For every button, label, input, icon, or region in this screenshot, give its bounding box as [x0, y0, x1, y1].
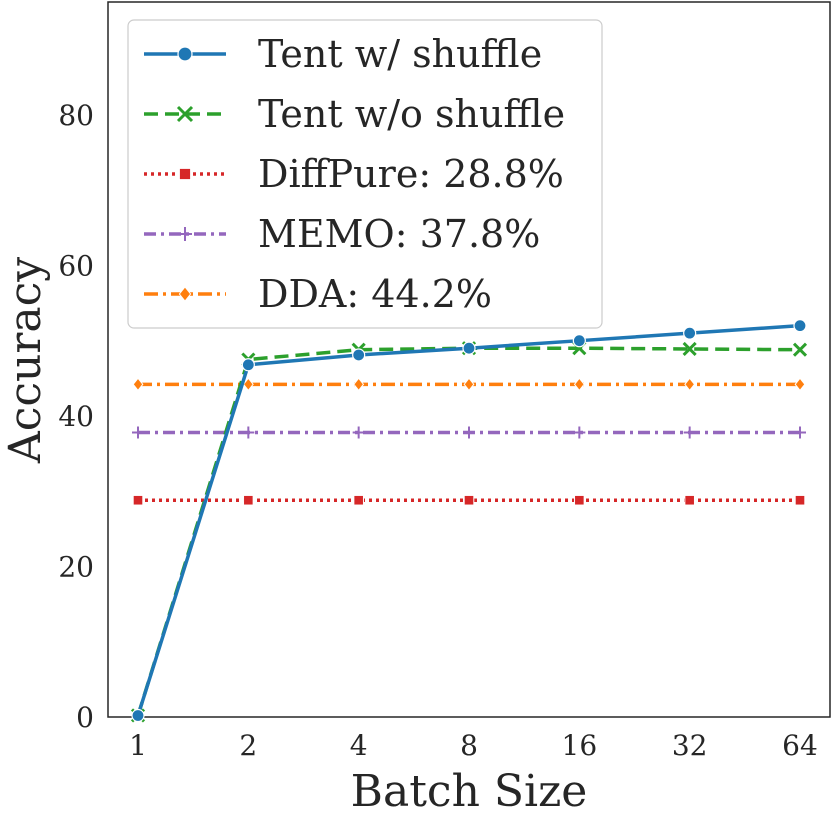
data-point — [132, 494, 144, 506]
x-tick-label: 1 — [129, 729, 147, 762]
data-point — [684, 377, 696, 392]
series-5 — [132, 377, 806, 392]
x-tick-label: 4 — [350, 729, 368, 762]
data-point — [794, 377, 806, 392]
x-tick-label: 2 — [239, 729, 257, 762]
y-tick-label: 20 — [58, 550, 94, 583]
marker-stroke — [792, 342, 808, 357]
data-point — [132, 426, 144, 439]
data-point — [178, 286, 192, 302]
data-point — [353, 494, 364, 506]
data-point — [572, 334, 586, 348]
data-point — [463, 494, 475, 506]
series-3 — [132, 494, 806, 506]
data-point — [243, 494, 254, 506]
data-point — [683, 326, 697, 340]
legend-label: Tent w/o shuffle — [258, 92, 565, 136]
data-point — [463, 426, 475, 439]
legend-box — [127, 19, 603, 329]
y-tick-label: 0 — [76, 701, 94, 734]
data-point — [177, 46, 193, 62]
y-axis-ticks: 0 20 40 60 80 — [58, 99, 94, 734]
legend-entry: Tent w/ shuffle — [144, 32, 542, 76]
data-point — [462, 341, 476, 355]
x-axis-label: Batch Size — [351, 766, 588, 816]
data-point — [352, 426, 365, 439]
data-point — [132, 377, 144, 392]
x-axis-ticks: 1 2 4 8 16 32 64 — [129, 729, 818, 762]
marker-stroke — [176, 105, 194, 123]
y-tick-label: 60 — [58, 249, 94, 282]
series-layer — [130, 319, 808, 723]
legend-entry: DDA: 44.2% — [144, 272, 492, 316]
series-4 — [132, 426, 806, 439]
y-axis-label: Accuracy — [0, 257, 51, 464]
data-point — [353, 377, 365, 392]
legend-entry: MEMO: 37.8% — [144, 212, 540, 256]
y-tick-label: 80 — [58, 99, 94, 132]
x-tick-label: 64 — [782, 729, 818, 762]
data-point — [684, 494, 695, 506]
data-point — [463, 377, 475, 392]
y-tick-label: 40 — [58, 400, 94, 433]
legend-label: MEMO: 37.8% — [258, 212, 540, 256]
data-point — [573, 377, 585, 392]
marker-stroke — [682, 341, 697, 357]
legend-label: DiffPure: 28.8% — [258, 152, 564, 196]
data-point — [573, 426, 586, 439]
legend: Tent w/ shuffle Tent w/o shuffle DiffPure:… — [127, 19, 603, 329]
legend-entry: DiffPure: 28.8% — [144, 152, 564, 196]
data-point — [242, 426, 255, 439]
data-point — [794, 426, 806, 439]
legend-label: Tent w/ shuffle — [258, 32, 542, 76]
data-point — [683, 426, 696, 439]
data-point — [792, 342, 808, 357]
data-point — [131, 708, 145, 723]
data-point — [352, 348, 366, 362]
data-point — [574, 494, 585, 506]
data-point — [178, 227, 192, 241]
data-point — [794, 494, 806, 506]
x-tick-label: 32 — [672, 729, 708, 762]
data-point — [178, 167, 192, 181]
data-point — [682, 341, 697, 357]
data-point — [176, 105, 194, 123]
x-tick-label: 8 — [460, 729, 478, 762]
series-1 — [131, 319, 807, 723]
data-point — [793, 319, 807, 333]
x-tick-label: 16 — [562, 729, 598, 762]
data-point — [241, 358, 255, 372]
legend-entry: Tent w/o shuffle — [144, 92, 565, 136]
data-point — [242, 377, 254, 392]
legend-label: DDA: 44.2% — [258, 272, 492, 316]
